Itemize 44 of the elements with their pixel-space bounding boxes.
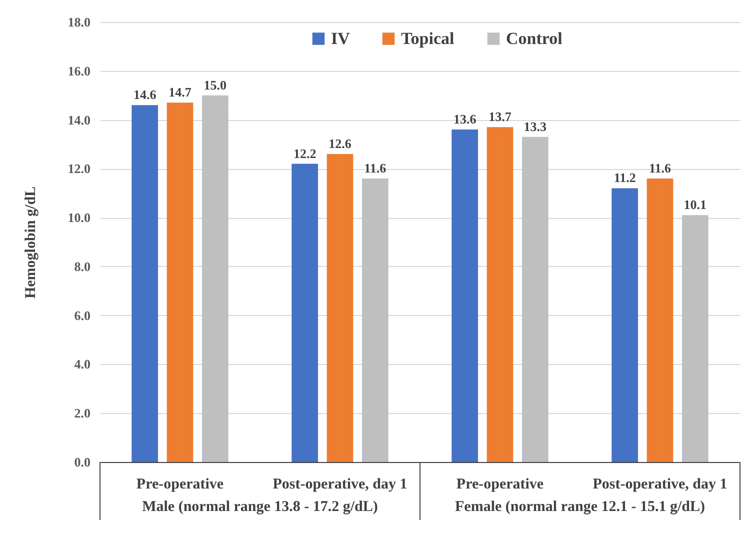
data-label: 14.7	[168, 84, 192, 100]
data-label: 14.6	[133, 87, 157, 102]
y-tick-label: 4.0	[74, 356, 90, 372]
y-tick-label: 16.0	[68, 63, 90, 78]
text: Male (normal range 13.8 - 17.2 g/dL)	[142, 499, 378, 515]
legend-label: IV	[331, 28, 351, 48]
data-label: 13.6	[453, 112, 477, 127]
bar	[612, 188, 638, 462]
legend-label: Control	[506, 28, 563, 48]
y-tick-label: 18.0	[68, 14, 90, 30]
y-tick-label: 2.0	[74, 406, 90, 421]
x-tick-label: Pre-operative	[136, 476, 224, 492]
data-label: 11.2	[614, 170, 636, 186]
data-label: 12.2	[293, 146, 316, 161]
bar	[486, 127, 514, 462]
y-tick-label: 14.0	[68, 112, 90, 128]
bar	[166, 102, 194, 462]
bar	[202, 95, 228, 462]
x-tick-label: Post-operative, day 1	[592, 476, 728, 492]
data-label: 11.6	[648, 160, 672, 176]
bar	[326, 154, 354, 462]
bar	[452, 130, 478, 462]
data-label: 11.6	[364, 160, 387, 176]
y-tick-label: 10.0	[68, 210, 90, 226]
text: Female (normal range 12.1 - 15.1 g/dL)	[455, 499, 705, 515]
y-tick-label: 8.0	[74, 258, 90, 274]
data-label: 13.7	[488, 109, 512, 124]
data-label: 10.1	[684, 197, 707, 212]
data-label: 12.6	[328, 136, 352, 151]
bar	[292, 164, 318, 462]
y-tick-label: 6.0	[74, 308, 90, 323]
x-tick-label: Post-operative, day 1	[272, 476, 408, 492]
legend-label: Topical	[401, 28, 454, 48]
bar	[132, 105, 158, 462]
bar	[682, 215, 708, 462]
bar	[362, 178, 388, 462]
y-tick-label: 0.0	[74, 454, 90, 470]
y-axis-title: Hemoglobin g/dL	[22, 186, 39, 299]
y-tick-label: 12.0	[68, 161, 90, 176]
data-label: 15.0	[204, 77, 227, 92]
bar	[646, 178, 674, 462]
data-label: 13.3	[524, 118, 548, 134]
bar	[522, 136, 548, 462]
x-tick-label: Pre-operative	[456, 476, 544, 492]
